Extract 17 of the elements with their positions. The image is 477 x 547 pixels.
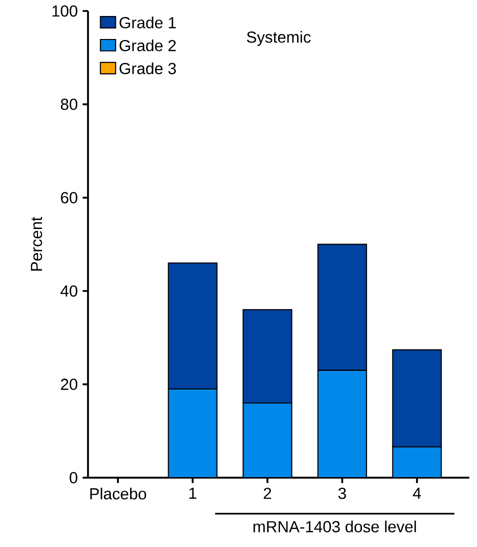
x-tick-label: 2	[264, 488, 272, 499]
y-axis-title: Percent	[30, 216, 42, 271]
text: Systemic	[246, 31, 311, 46]
y-tick-label: 60	[60, 192, 78, 204]
y-tick-label: 100	[52, 5, 78, 17]
x-tick-label: Placebo	[90, 488, 146, 500]
y-tick-label: 40	[60, 285, 78, 297]
x-tick-label: 4	[412, 488, 421, 499]
y-tick-label: 20	[60, 378, 78, 390]
x-axis-title: mRNA-1403 dose level	[254, 520, 416, 532]
x-tick-label: 1	[189, 488, 196, 499]
x-tick-label: 3	[338, 488, 346, 500]
legend-label: Grade 1	[120, 16, 176, 28]
legend-label: Grade 3	[120, 62, 176, 74]
y-tick-label: 0	[70, 472, 78, 484]
legend-label: Grade 2	[120, 40, 176, 52]
y-tick-label: 80	[60, 98, 78, 110]
